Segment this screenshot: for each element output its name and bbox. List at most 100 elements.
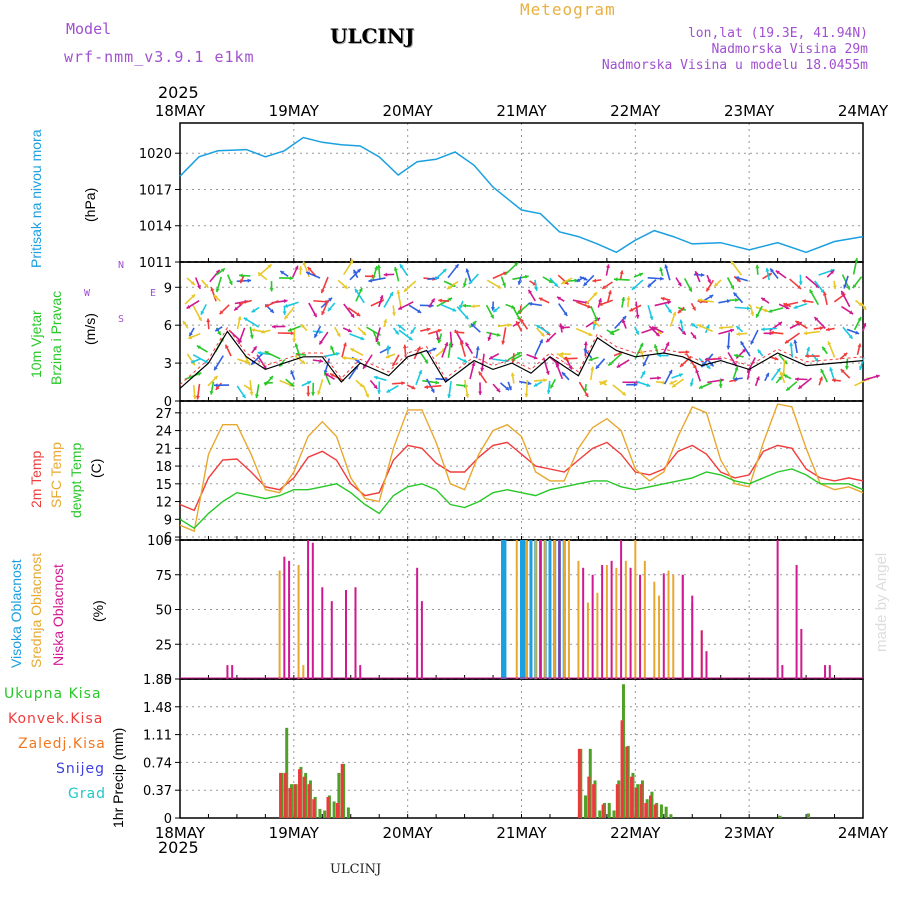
wind-arrow-head (862, 305, 867, 310)
wind-arrow-head (635, 330, 639, 335)
precip-conv-bar (298, 769, 302, 818)
temp-2m-line (179, 441, 864, 512)
temp-dew-line (179, 468, 864, 530)
wind-arrow-head (559, 323, 564, 328)
wind-arrow-head (442, 269, 447, 273)
wind-arrow-head (692, 334, 697, 339)
wind-arrow-head (785, 305, 790, 310)
wind-arrow-head (832, 285, 837, 289)
wind-arrow-head (489, 355, 494, 360)
cloud-mid-bar (553, 540, 556, 679)
wind-arrow-head (672, 311, 677, 316)
x-label-bottom: 23MAY (724, 824, 775, 842)
precip-conv-bar (587, 776, 591, 818)
wind-arrow-head (426, 327, 431, 332)
wind-arrow-head (294, 265, 299, 270)
precip-total-bar (323, 810, 327, 818)
cloud-low-bar (359, 665, 362, 679)
wind-arrow-head (520, 318, 524, 323)
cloud-low-bar (420, 601, 423, 679)
wind-arrow-head (697, 324, 702, 329)
wind-arrow-head (665, 342, 670, 347)
wind-arrow-head (844, 366, 849, 370)
wind-arrow-head (243, 317, 248, 322)
wind-arrow-head (746, 306, 751, 311)
wind-arrow-head (803, 331, 808, 336)
wind-arrow-head (319, 358, 323, 363)
x-label-bottom: 19MAY (269, 824, 320, 842)
wind-arrow-head (805, 354, 809, 359)
wind-arrow-head (559, 351, 564, 357)
wind-arrow-head (358, 287, 363, 292)
wind-arrow-head (469, 280, 473, 285)
wind-arrow-head (734, 353, 738, 358)
wind-arrow-head (629, 307, 634, 312)
wind-arrow-head (432, 347, 437, 352)
wind-arrow-head (444, 342, 449, 347)
wind-arrow-head (554, 282, 558, 287)
wind-arrow-head (418, 370, 423, 374)
wind-arrow-head (188, 335, 193, 340)
wind-arrow-head (820, 289, 825, 294)
wind-arrow-head (605, 264, 610, 269)
wind-arrow-head (859, 366, 863, 370)
wind-arrow-head (234, 306, 239, 311)
wind-arrow-head (548, 279, 553, 283)
cloud-low-bar (539, 540, 542, 679)
cloud-ytick-label: 25 (155, 638, 172, 653)
wind-arrow-head (819, 376, 823, 381)
wind-arrow-head (733, 292, 738, 297)
wind-arrow-head (317, 390, 321, 395)
wind-arrow-head (757, 349, 762, 354)
wind-arrow-head (347, 328, 352, 333)
wind-arrow-head (786, 386, 791, 391)
precip-conv-bar (335, 802, 339, 818)
wind-arrow-head (447, 285, 452, 290)
wind-arrow-head (539, 339, 543, 344)
wind-arrow-head (438, 298, 442, 303)
wind-arrow-head (563, 356, 568, 361)
precip-conv-bar (302, 776, 306, 818)
wind-arrow-head (862, 322, 867, 327)
precip-legend-frz: Zaledj.Kisa (18, 736, 106, 752)
wind-arrow-head (269, 288, 274, 292)
wind-arrow-head (685, 350, 690, 355)
wind-arrow-head (192, 395, 197, 399)
wind-arrow-head (827, 341, 832, 346)
wind-arrow-head (593, 320, 597, 325)
wind-arrow-head (385, 345, 390, 349)
wind-arrow-head (196, 345, 201, 350)
wind-arrow-head (314, 333, 318, 338)
wind-arrow-head (843, 284, 848, 289)
wind-arrow-head (272, 324, 276, 329)
wind-arrow-head (464, 315, 469, 320)
wind-arrow-head (755, 376, 760, 381)
wind-arrow-head (574, 278, 578, 283)
wind-arrow-head (319, 329, 323, 334)
cloud-low-bar (828, 665, 831, 679)
wind-arrow-head (550, 384, 554, 389)
cloud-high-bar (529, 540, 533, 679)
year-top: 2025 (158, 83, 199, 102)
wind-arrow-head (668, 369, 673, 374)
cloud-low-bar (226, 665, 229, 679)
precip-conv-bar (630, 776, 634, 818)
year-bottom: 2025 (158, 838, 199, 857)
wind-arrow-head (795, 321, 800, 325)
wind-arrow-head (534, 287, 539, 291)
wind-arrow-head (447, 394, 452, 398)
wind-arrow-head (215, 327, 220, 331)
x-label-top: 21MAY (496, 102, 547, 120)
wind-arrow-head (220, 268, 225, 273)
wind-arrow-head (726, 299, 731, 304)
wind-ytick-label: 0 (164, 395, 172, 410)
wind-arrow-head (607, 290, 612, 295)
temperature-ytick-label: 21 (155, 442, 172, 457)
precip-conv-bar (279, 772, 283, 818)
wind-arrow-head (736, 278, 741, 282)
wind-arrow-head (667, 309, 672, 313)
wind-arrow-head (373, 384, 378, 389)
wind-arrow-head (707, 279, 711, 284)
wind-arrow-head (819, 326, 824, 331)
wind-arrow-head (496, 332, 501, 337)
